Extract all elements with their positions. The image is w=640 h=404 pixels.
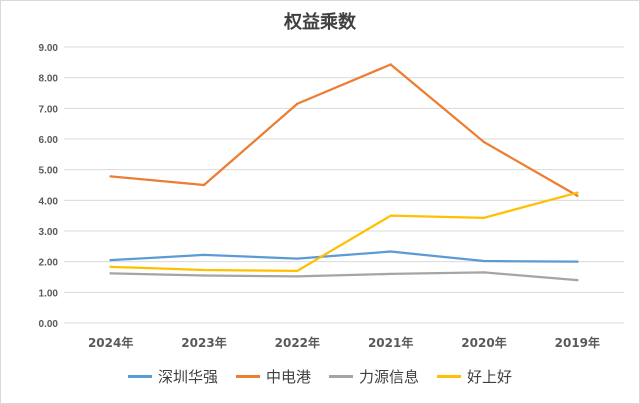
legend-swatch (235, 375, 260, 378)
chart-legend: 深圳华强 中电港 力源信息 好上好 (0, 366, 640, 387)
legend-swatch (437, 375, 462, 378)
data-point (482, 259, 486, 263)
data-point (576, 260, 579, 263)
y-tick-label: 9.00 (39, 43, 59, 54)
y-tick-label: 5.00 (39, 166, 59, 177)
data-point (109, 175, 112, 178)
legend-item: 力源信息 (329, 366, 419, 387)
data-point (482, 140, 486, 144)
data-point (296, 102, 299, 105)
y-tick-label: 7.00 (39, 104, 59, 115)
legend-item: 深圳华强 (127, 366, 218, 387)
y-tick-label: 4.00 (39, 196, 59, 207)
data-point (202, 274, 206, 277)
data-point (576, 278, 579, 282)
series-line (109, 63, 579, 197)
legend-label: 力源信息 (359, 368, 420, 386)
legend-swatch (329, 375, 353, 378)
data-point (109, 272, 112, 275)
data-point (576, 194, 579, 197)
data-point (202, 183, 206, 187)
data-point (109, 258, 112, 262)
data-point (296, 269, 299, 273)
legend-swatch (127, 375, 152, 378)
legend-label: 中电港 (265, 368, 311, 386)
y-tick-label: 3.00 (39, 227, 59, 238)
x-tick-label: 2024年 (88, 335, 133, 350)
chart-title: 权益乘数 (284, 12, 356, 33)
data-point (482, 271, 486, 274)
data-point (202, 268, 206, 272)
y-tick-label: 6.00 (39, 135, 59, 146)
data-point (296, 275, 299, 278)
y-tick-label: 1.00 (39, 288, 59, 299)
legend-item: 好上好 (437, 366, 512, 387)
data-point (482, 216, 486, 220)
data-point (389, 250, 392, 253)
x-tick-label: 2023年 (181, 335, 226, 350)
x-tick-label: 2021年 (368, 335, 413, 350)
data-point (296, 257, 299, 260)
x-tick-label: 2019年 (555, 335, 600, 350)
x-tick-label: 2022年 (275, 335, 320, 350)
data-point (389, 272, 392, 276)
y-tick-label: 0.00 (39, 319, 59, 330)
data-point (389, 63, 392, 66)
y-tick-label: 8.00 (39, 74, 59, 85)
data-point (389, 214, 392, 217)
x-tick-label: 2020年 (461, 335, 506, 350)
legend-label: 深圳华强 (157, 368, 218, 386)
data-point (109, 265, 112, 269)
series-line (109, 271, 579, 282)
series-line (109, 191, 579, 272)
legend-item: 中电港 (235, 366, 311, 387)
data-point (576, 191, 579, 194)
legend-label: 好上好 (467, 368, 513, 386)
series-line (109, 250, 579, 263)
data-point (202, 253, 206, 257)
y-tick-label: 2.00 (39, 258, 59, 269)
